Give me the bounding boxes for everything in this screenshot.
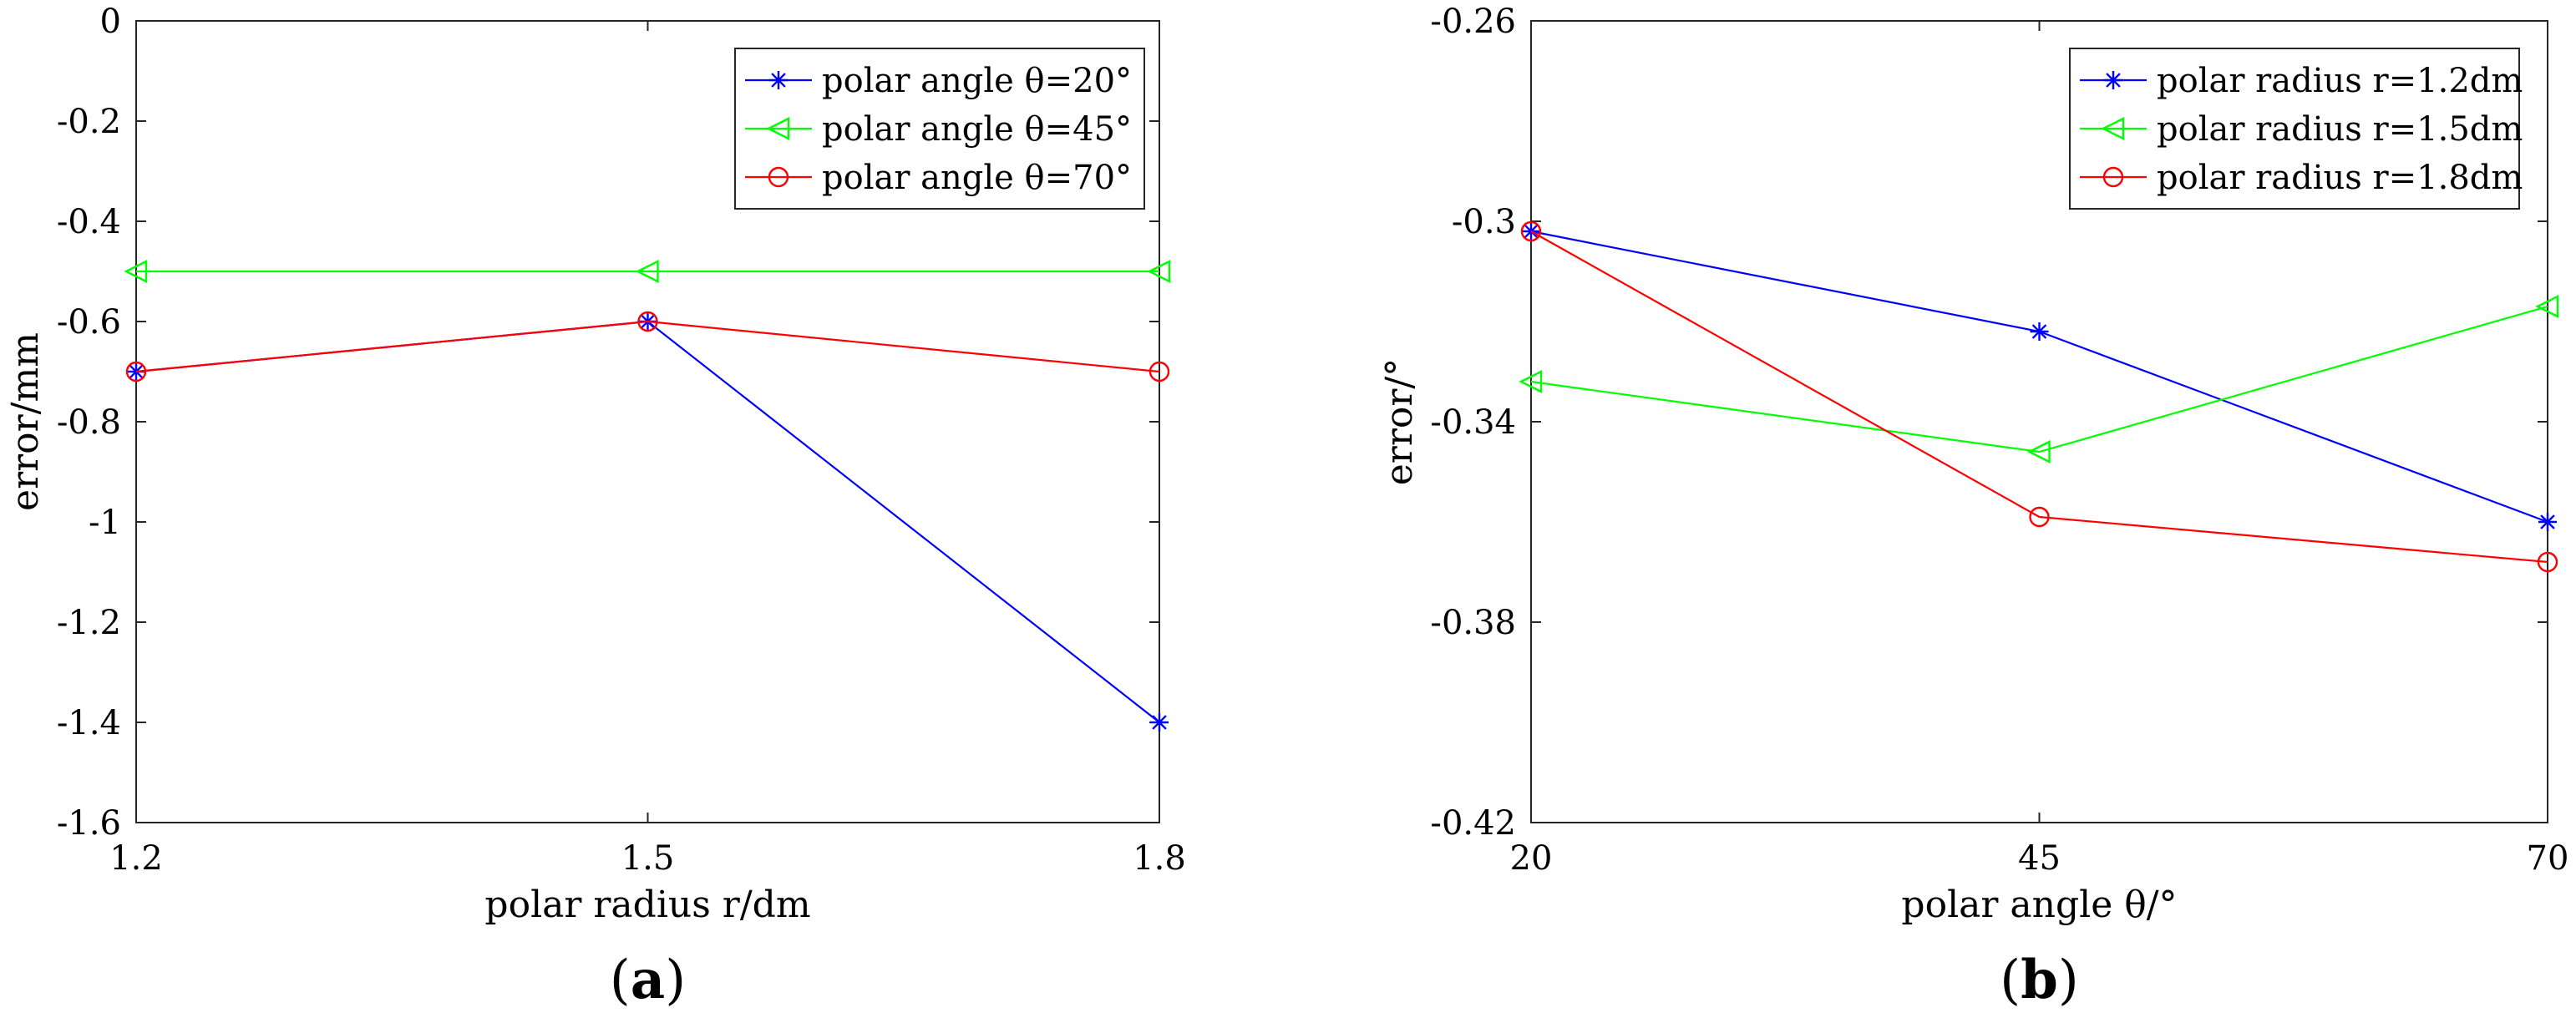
data-point-shape [2026,440,2051,463]
y-axis-label: error/mm [4,332,47,511]
data-point-shape [1149,361,1170,382]
y-tick-label: -1.6 [57,804,121,843]
series-2 [1519,295,2559,463]
legend-label: polar angle θ=70° [822,159,1132,197]
y-tick-label: -0.42 [1430,804,1516,843]
legend-marker-stroke [771,73,786,88]
data-point [637,311,658,332]
x-tick-label: 1.2 [109,839,163,878]
data-point-shape [1519,370,1543,393]
data-point [1147,260,1171,283]
series-line [1530,230,2548,524]
series-3 [125,311,1170,382]
data-point-shape [125,361,147,382]
legend: polar angle θ=20° polar angle θ=45° polar … [734,48,1145,210]
legend-item: polar radius r=1.8dm [2080,159,2523,197]
data-point-shape [2535,295,2559,318]
x-tick-label: 1.8 [1133,839,1186,878]
series-line [135,320,1160,723]
data-point [1519,370,1543,393]
legend-marker-stroke [2106,73,2121,88]
data-point [1520,220,1542,242]
data-point-stroke [2540,514,2555,529]
legend-marker [769,71,788,89]
data-point [2535,295,2559,318]
data-point [1149,361,1170,382]
legend-marker-shape [2101,117,2125,140]
legend-label: polar radius r=1.2dm [2157,62,2523,100]
y-tick-label: -0.34 [1430,403,1516,442]
y-tick-label: -0.3 [1452,203,1516,241]
data-point-stroke [1152,715,1167,730]
series-3 [1520,220,2558,573]
legend-marker [2104,71,2122,89]
data-point-shape [1520,220,1542,242]
series-1 [1522,222,2557,531]
series-line [1530,305,2548,453]
legend-marker-shape [766,117,790,140]
data-point-stroke [2031,324,2047,339]
legend-marker [2101,117,2125,140]
series-2 [124,260,1171,283]
data-point [2029,506,2050,528]
y-tick-label: -0.38 [1430,604,1516,642]
data-point-shape [635,260,659,283]
x-axis-label: polar angle θ/° [1901,884,2177,926]
data-point-shape [2029,506,2050,528]
legend-label: polar radius r=1.8dm [2157,159,2523,197]
legend-label: polar angle θ=20° [822,62,1132,100]
y-tick-label: -0.4 [57,203,121,241]
legend-item: polar angle θ=45° [745,110,1132,149]
legend-marker [768,166,789,188]
y-tick-label: -0.6 [57,303,121,342]
y-tick-label: -0.2 [57,103,121,141]
x-tick-label: 45 [2018,839,2061,878]
data-point-shape [1147,260,1171,283]
x-tick-label: 70 [2527,839,2569,878]
panel-a: 0 -0.2 -0.4 -0.6 -0.8 -1 -1.2 -1.4 -1.61.2 1.5 1.8… [4,3,1186,1011]
y-tick-label: -1.4 [57,704,121,742]
data-point-shape [2537,551,2558,573]
y-tick-label: -0.26 [1430,3,1516,41]
data-point [2537,551,2558,573]
data-point [1150,713,1169,732]
x-tick-label: 20 [1510,839,1553,878]
y-tick-label: 0 [100,3,121,41]
legend: polar radius r=1.2dm polar radius r=1.5dm… [2069,48,2523,210]
legend-marker [2102,166,2124,188]
data-point [2030,322,2049,341]
data-point-shape [124,260,148,283]
data-point [124,260,148,283]
y-axis-label: error/° [1378,358,1421,485]
legend-item: polar radius r=1.2dm [2080,62,2523,100]
x-axis-label: polar radius r/dm [484,884,810,926]
legend-marker-shape [768,166,789,188]
legend-marker-shape [2102,166,2124,188]
series-line [1530,230,2548,564]
series-line [135,320,1160,373]
x-tick-label: 1.5 [621,839,675,878]
legend-item: polar angle θ=20° [745,62,1132,100]
legend-label: polar radius r=1.5dm [2157,110,2523,149]
data-point [125,361,147,382]
y-tick-label: -1.2 [57,604,121,642]
data-point [635,260,659,283]
data-point [2538,513,2557,531]
panel-label: (a) [610,949,686,1011]
legend-marker [766,117,790,140]
panel-label: (b) [2000,949,2079,1011]
legend-label: polar angle θ=45° [822,110,1132,149]
y-tick-label: -0.8 [57,403,121,442]
legend-item: polar radius r=1.5dm [2080,110,2523,149]
legend-item: polar angle θ=70° [745,159,1132,197]
data-point-shape [637,311,658,332]
data-point [2026,440,2051,463]
series-1 [127,312,1169,732]
y-tick-label: -1 [89,504,121,542]
